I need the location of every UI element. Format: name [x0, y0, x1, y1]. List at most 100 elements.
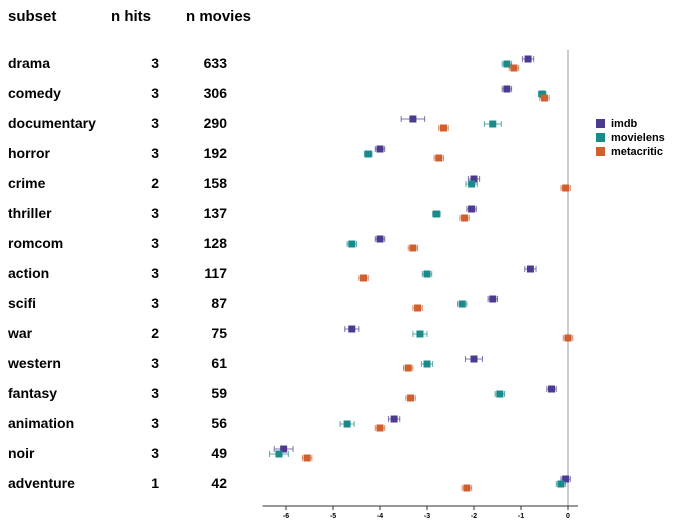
subset-label: documentary [8, 115, 96, 131]
legend-swatch-metacritic [596, 147, 605, 156]
n-movies-value: 128 [204, 235, 228, 251]
subset-label: thriller [8, 205, 52, 221]
data-point-metacritic [564, 334, 572, 342]
data-point-imdb [524, 55, 532, 63]
n-hits-value: 3 [151, 445, 159, 461]
n-hits-value: 1 [151, 475, 159, 491]
data-point-movielens [503, 60, 511, 68]
subset-label: comedy [8, 85, 61, 101]
n-hits-value: 3 [151, 385, 159, 401]
x-tick-label: -3 [424, 513, 430, 520]
data-point-movielens [275, 450, 283, 458]
subset-label: romcom [8, 235, 63, 251]
legend-label: imdb [611, 118, 638, 130]
data-point-movielens [557, 480, 565, 488]
data-point-metacritic [414, 304, 422, 312]
data-point-movielens [432, 210, 440, 218]
x-tick-label: -2 [471, 513, 477, 520]
legend-swatch-imdb [596, 119, 605, 128]
data-point-imdb [376, 145, 384, 153]
subset-label: noir [8, 445, 35, 461]
data-point-metacritic [510, 64, 518, 72]
subset-label: animation [8, 415, 74, 431]
x-axis: -6 -5 -4 -3 -2 -1 0 [262, 50, 578, 520]
data-point-metacritic [562, 184, 570, 192]
data-point-metacritic [360, 274, 368, 282]
n-movies-value: 158 [204, 175, 228, 191]
subset-label: scifi [8, 295, 36, 311]
data-point-metacritic [303, 454, 311, 462]
subset-label: adventure [8, 475, 75, 491]
data-point-imdb [280, 445, 288, 453]
n-hits-value: 2 [151, 175, 159, 191]
x-tick-label: -6 [283, 513, 289, 520]
data-point-movielens [538, 90, 546, 98]
subset-label: western [7, 355, 61, 371]
data-point-imdb [489, 295, 497, 303]
x-tick-label: -4 [377, 513, 383, 520]
subset-label: drama [8, 55, 50, 71]
data-point-imdb [548, 385, 556, 393]
x-tick-label: -5 [330, 513, 336, 520]
rows-group: drama 3 633 comedy 3 306 documentary 3 290 horror… [7, 55, 227, 491]
n-movies-value: 137 [204, 205, 228, 221]
data-point-metacritic [407, 394, 415, 402]
subset-label: war [7, 325, 33, 341]
n-movies-value: 633 [204, 55, 228, 71]
data-point-movielens [416, 330, 424, 338]
x-tick-label: -1 [518, 513, 524, 520]
n-hits-value: 2 [151, 325, 159, 341]
legend: imdb movielens metacritic [596, 118, 665, 158]
data-point-movielens [343, 420, 351, 428]
n-hits-value: 3 [151, 235, 159, 251]
data-point-imdb [468, 205, 476, 213]
data-point-imdb [470, 175, 478, 183]
legend-swatch-movielens [596, 133, 605, 142]
n-movies-value: 87 [211, 295, 227, 311]
n-movies-value: 117 [204, 265, 227, 281]
data-point-metacritic [463, 484, 471, 492]
data-point-imdb [526, 265, 534, 273]
subset-label: fantasy [8, 385, 57, 401]
subset-label: horror [8, 145, 51, 161]
data-point-metacritic [409, 244, 417, 252]
subset-label: crime [8, 175, 46, 191]
n-hits-value: 3 [151, 295, 159, 311]
data-point-imdb [409, 115, 417, 123]
data-point-imdb [376, 235, 384, 243]
n-movies-value: 49 [211, 445, 227, 461]
n-hits-value: 3 [151, 55, 159, 71]
data-point-metacritic [376, 424, 384, 432]
data-points [269, 55, 574, 492]
n-movies-header: n movies [186, 8, 251, 25]
data-point-metacritic [435, 154, 443, 162]
n-hits-value: 3 [151, 355, 159, 371]
data-point-metacritic [541, 94, 548, 102]
n-hits-value: 3 [151, 115, 159, 131]
data-point-movielens [423, 360, 431, 368]
x-tick-label: 0 [566, 513, 570, 520]
n-hits-value: 3 [151, 415, 159, 431]
n-movies-value: 192 [204, 145, 228, 161]
data-point-imdb [503, 85, 511, 93]
n-movies-value: 75 [211, 325, 227, 341]
data-point-movielens [489, 120, 497, 128]
legend-label: movielens [611, 132, 665, 144]
n-hits-value: 3 [151, 205, 159, 221]
data-point-movielens [364, 150, 372, 158]
data-point-metacritic [439, 124, 447, 132]
n-movies-value: 61 [211, 355, 227, 371]
data-point-imdb [390, 415, 398, 423]
subset-label: action [8, 265, 49, 281]
data-point-movielens [468, 180, 476, 188]
data-point-imdb [562, 475, 570, 483]
data-point-movielens [496, 390, 504, 398]
data-point-imdb [348, 325, 356, 333]
n-hits-value: 3 [151, 265, 159, 281]
n-hits-value: 3 [151, 145, 159, 161]
data-point-metacritic [404, 364, 412, 372]
n-hits-header: n hits [111, 8, 151, 25]
n-movies-value: 290 [204, 115, 228, 131]
data-point-movielens [458, 300, 466, 308]
